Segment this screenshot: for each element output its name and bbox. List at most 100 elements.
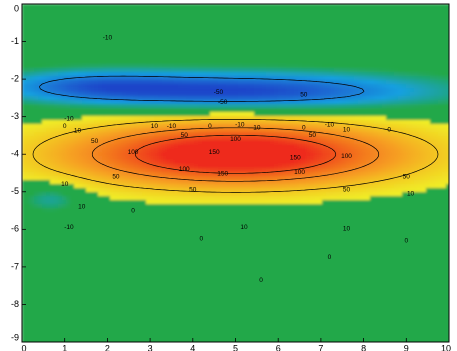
heat-cell (290, 104, 295, 109)
heat-cell (430, 140, 435, 145)
heat-cell (158, 104, 163, 109)
heat-cell (326, 164, 331, 169)
heat-cell (90, 60, 95, 65)
heat-cell (114, 28, 119, 33)
heat-cell (410, 168, 415, 173)
heat-cell (314, 188, 319, 193)
heat-cell (62, 112, 67, 117)
heat-cell (442, 24, 447, 29)
heat-cell (90, 28, 95, 33)
heat-cell (394, 76, 399, 81)
heat-cell (206, 80, 211, 85)
heat-cell (46, 140, 51, 145)
heat-cell (402, 136, 407, 141)
heat-cell (186, 108, 191, 113)
heat-cell (250, 160, 255, 165)
heat-cell (90, 68, 95, 73)
heat-cell (426, 12, 431, 17)
heat-cell (202, 48, 207, 53)
heat-cell (74, 32, 79, 37)
heat-cell (370, 56, 375, 61)
heat-cell (378, 84, 383, 89)
heat-cell (194, 8, 199, 13)
heat-cell (58, 80, 63, 85)
heat-cell (50, 160, 55, 165)
heat-cell (290, 112, 295, 117)
heat-cell (122, 148, 127, 153)
heat-cell (386, 160, 391, 165)
heat-cell (310, 8, 315, 13)
heat-cell (298, 100, 303, 105)
heat-cell (430, 44, 435, 49)
heat-cell (262, 16, 267, 21)
heat-cell (182, 168, 187, 173)
heat-cell (318, 12, 323, 17)
heat-cell (170, 156, 175, 161)
heat-cell (254, 132, 259, 137)
heat-cell (74, 44, 79, 49)
heat-cell (298, 4, 303, 9)
heat-cell (362, 128, 367, 133)
heat-cell (146, 140, 151, 145)
heat-cell (114, 160, 119, 165)
heat-cell (266, 188, 271, 193)
heat-cell (406, 16, 411, 21)
heat-cell (366, 16, 371, 21)
heat-cell (274, 172, 279, 177)
heat-cell (314, 8, 319, 13)
heat-cell (94, 32, 99, 37)
heat-cell (154, 176, 159, 181)
heat-cell (350, 100, 355, 105)
heat-cell (330, 84, 335, 89)
heat-cell (414, 28, 419, 33)
heat-cell (142, 176, 147, 181)
heat-cell (50, 56, 55, 61)
heat-cell (294, 120, 299, 125)
heat-cell (410, 116, 415, 121)
heat-cell (178, 60, 183, 65)
heat-cell (214, 168, 219, 173)
heat-cell (358, 156, 363, 161)
heat-cell (314, 20, 319, 25)
heat-cell (394, 100, 399, 105)
heat-cell (358, 8, 363, 13)
heat-cell (202, 20, 207, 25)
heat-cell (138, 64, 143, 69)
heat-cell (166, 168, 171, 173)
heat-cell (394, 184, 399, 189)
heat-cell (206, 188, 211, 193)
heat-cell (154, 172, 159, 177)
heat-cell (174, 144, 179, 149)
heat-cell (346, 68, 351, 73)
heat-cell (202, 76, 207, 81)
heat-cell (106, 56, 111, 61)
heat-cell (298, 112, 303, 117)
heat-cell (302, 116, 307, 121)
heat-cell (170, 80, 175, 85)
heat-cell (22, 168, 27, 173)
heat-cell (258, 132, 263, 137)
heat-cell (270, 132, 275, 137)
heat-cell (426, 176, 431, 181)
heat-cell (110, 136, 115, 141)
heatmap-field (22, 4, 449, 342)
heat-cell (46, 108, 51, 113)
heat-cell (22, 176, 27, 181)
heat-cell (82, 168, 87, 173)
heat-cell (38, 12, 43, 17)
heat-cell (318, 124, 323, 129)
heat-cell (110, 104, 115, 109)
heat-cell (262, 20, 267, 25)
heat-cell (306, 116, 311, 121)
heat-cell (430, 136, 435, 141)
heat-cell (46, 68, 51, 73)
heat-cell (58, 172, 63, 177)
heat-cell (134, 180, 139, 185)
heat-cell (330, 36, 335, 41)
heat-cell (422, 172, 427, 177)
heat-cell (134, 144, 139, 149)
heat-cell (90, 164, 95, 169)
heat-cell (274, 84, 279, 89)
heat-cell (430, 132, 435, 137)
heat-cell (70, 40, 75, 45)
